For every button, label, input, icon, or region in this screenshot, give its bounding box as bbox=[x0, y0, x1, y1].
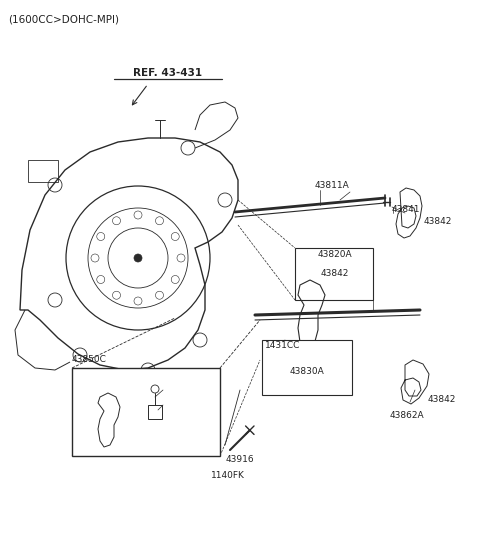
Text: 43820A: 43820A bbox=[318, 250, 352, 259]
Bar bbox=[295, 248, 373, 300]
Bar bbox=[28, 160, 58, 182]
Bar bbox=[72, 368, 220, 456]
Text: REF. 43-431: REF. 43-431 bbox=[133, 68, 203, 78]
Circle shape bbox=[134, 254, 142, 262]
Text: 1433CA: 1433CA bbox=[76, 404, 107, 413]
Text: 1431CC: 1431CC bbox=[265, 341, 300, 350]
Bar bbox=[148, 405, 162, 419]
Text: 43841: 43841 bbox=[392, 206, 420, 215]
Text: 43811A: 43811A bbox=[315, 181, 350, 190]
Text: 43862A: 43862A bbox=[390, 410, 425, 419]
Text: 43850C: 43850C bbox=[72, 355, 107, 365]
Text: 1431AC: 1431AC bbox=[165, 383, 196, 391]
Text: 43842: 43842 bbox=[428, 395, 456, 405]
Text: 43174A: 43174A bbox=[165, 398, 196, 406]
Text: (1600CC>DOHC-MPI): (1600CC>DOHC-MPI) bbox=[8, 14, 119, 24]
Text: 43916: 43916 bbox=[226, 455, 254, 464]
Text: 43842: 43842 bbox=[424, 217, 452, 226]
Text: 43830A: 43830A bbox=[289, 368, 324, 376]
Text: 1140FK: 1140FK bbox=[211, 471, 245, 480]
Bar bbox=[262, 340, 352, 395]
Text: 43842: 43842 bbox=[321, 270, 349, 279]
